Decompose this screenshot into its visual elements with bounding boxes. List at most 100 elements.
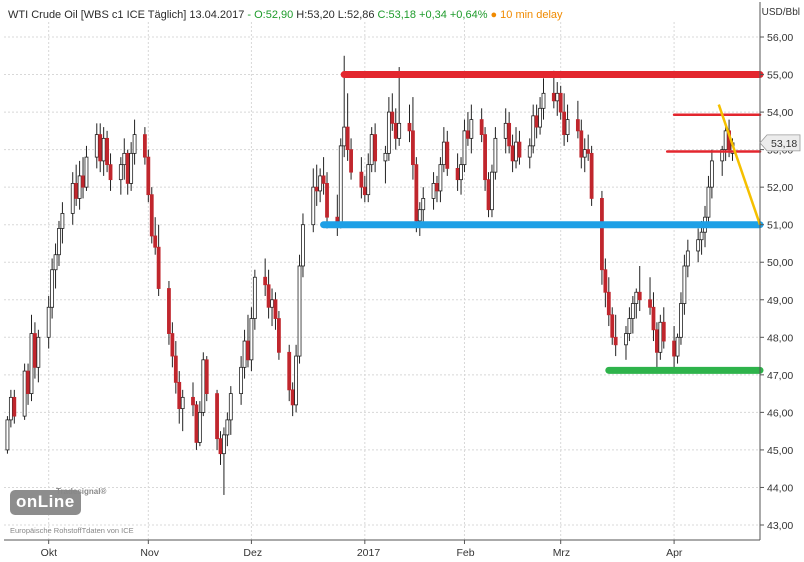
candle-body (142, 134, 147, 158)
candle-body (600, 198, 604, 271)
candle-body (294, 355, 298, 406)
tradesignal-logo: onLine Tradesignal® Europäische Rohstoff… (10, 487, 134, 535)
candle-body (441, 141, 446, 166)
candle-body (634, 291, 639, 304)
grid-layer (4, 22, 760, 540)
candle-body (46, 306, 51, 338)
candle-body (723, 130, 728, 151)
x-tick-label: Apr (666, 547, 683, 559)
y-tick-label: 51,00 (767, 220, 793, 232)
candle-body (648, 299, 652, 308)
candle-body (407, 122, 412, 132)
candle-body (349, 149, 353, 173)
candle-body (108, 164, 113, 181)
y-tick-label: 46,00 (767, 407, 793, 419)
candle-body (390, 111, 395, 124)
candle-body (383, 152, 388, 162)
candle-body (534, 115, 539, 128)
candle-body (263, 276, 268, 286)
candle-body (297, 265, 302, 357)
candle-body (325, 183, 329, 218)
candle-body (675, 336, 680, 357)
y-tick-label: 45,00 (767, 445, 793, 457)
candle-body (242, 340, 247, 368)
candle-body (252, 276, 257, 319)
candle-body (582, 149, 587, 158)
candle-body (672, 340, 676, 357)
candle-body (679, 303, 683, 338)
candle-body (431, 183, 436, 199)
candle-body (167, 288, 171, 334)
logo-source: Europäische RohstoffTdaten von ICE (10, 526, 134, 535)
candle-body (228, 393, 233, 421)
candle-body (98, 134, 103, 162)
candle-body (445, 141, 450, 169)
candle-body (490, 171, 494, 211)
candle-body (610, 314, 615, 338)
candle-body (301, 224, 305, 267)
y-tick-label: 47,00 (767, 370, 793, 382)
change-percent: +0,64% (449, 9, 488, 21)
candle-body (565, 119, 570, 136)
candle-body (706, 186, 711, 218)
candle-body (696, 239, 701, 252)
x-tick-label: Okt (41, 547, 57, 559)
candle-body (507, 122, 512, 147)
unit-label: USD/Bbl (761, 7, 800, 18)
candle-body (417, 209, 422, 222)
candle-body (397, 122, 402, 139)
logo-vendor: Tradesignal® (56, 487, 107, 496)
candle-body (538, 107, 542, 128)
candle-body (510, 145, 515, 162)
instrument-title: WTI Crude Oil [WBS c1 ICE Täglich] 13.04… (8, 9, 245, 21)
candle-body (246, 340, 250, 361)
candle-body (170, 333, 175, 357)
candle-body (589, 152, 594, 199)
candle-body (466, 130, 470, 139)
open-value: - O:52,90 (247, 9, 294, 21)
x-tick-label: 2017 (357, 547, 381, 559)
x-tick-label: Dez (243, 547, 262, 559)
x-tick-label: Mrz (553, 547, 571, 559)
candle-body (53, 254, 58, 271)
candle-body (118, 164, 123, 181)
annotation-layer (320, 71, 764, 374)
candle-body (105, 137, 109, 166)
candle-body (435, 183, 439, 192)
candle-body (180, 396, 185, 410)
candle-body (204, 359, 209, 395)
candle-body (287, 351, 292, 391)
candle-body (527, 145, 532, 158)
candle-body (74, 183, 79, 199)
y-tick-label: 50,00 (767, 257, 793, 269)
y-tick-label: 43,00 (767, 520, 793, 532)
candle-body (314, 186, 319, 192)
candle-body (699, 231, 704, 241)
candle-body (173, 355, 178, 383)
candle-body (575, 119, 580, 132)
candle-body (156, 246, 161, 289)
candle-body (345, 126, 350, 151)
candle-body (146, 156, 151, 196)
candle-body (12, 396, 17, 417)
candle-body (26, 370, 30, 395)
candle-body (613, 336, 618, 346)
candle-body (685, 250, 690, 267)
candle-body (338, 145, 343, 226)
candle-body (311, 186, 316, 226)
candle-body (493, 137, 498, 173)
candle-body (483, 134, 487, 181)
candle-body (101, 137, 106, 162)
y-tick-label: 44,00 (767, 482, 793, 494)
candle-body (603, 269, 608, 293)
axis-layer: 43,00 44,00 45,00 46,00 47,00 48,00 49,00 50,00… (4, 2, 801, 559)
candle-body (551, 92, 556, 102)
candle-body (122, 152, 127, 166)
candle-body (558, 92, 563, 113)
candle-body (455, 167, 460, 181)
candle-body (562, 111, 567, 136)
y-tick-label: 49,00 (767, 295, 793, 307)
candle-body (517, 141, 522, 158)
candle-body (197, 411, 202, 443)
